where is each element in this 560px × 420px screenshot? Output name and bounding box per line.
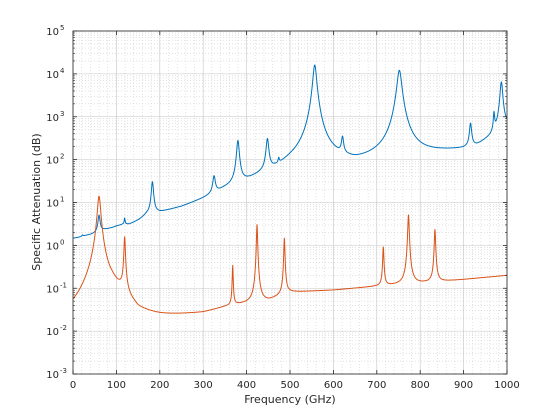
y-tick-exponent: -1: [60, 281, 67, 289]
x-tick-label: 800: [411, 380, 430, 391]
y-tick-label: 10 -3: [46, 367, 67, 381]
y-tick-base: 10: [46, 156, 59, 167]
series-line-2: [73, 195, 508, 314]
series-line-1: [73, 64, 508, 239]
x-tick-labels: 0 100 200 300 400 500 600 700 800 900 1000: [70, 380, 520, 391]
y-tick-label: 10 1: [46, 196, 64, 210]
x-tick-label: 300: [194, 380, 213, 391]
y-tick-label: 10 4: [46, 67, 65, 81]
y-tick-exponent: 4: [60, 67, 65, 75]
y-tick-exponent: 3: [60, 110, 64, 118]
x-tick-label: 1000: [494, 380, 519, 391]
y-tick-base: 10: [46, 284, 59, 295]
x-tick-label: 200: [150, 380, 169, 391]
y-tick-base: 10: [46, 113, 59, 124]
x-tick-label: 500: [280, 380, 299, 391]
y-tick-exponent: 5: [60, 24, 64, 32]
series-layer: [73, 64, 508, 314]
x-tick-label: 400: [237, 380, 256, 391]
y-tick-exponent: -2: [60, 324, 67, 332]
x-axis-label: Frequency (GHz): [244, 393, 335, 406]
y-tick-label: 10 -2: [46, 324, 67, 338]
y-tick-exponent: -3: [60, 367, 67, 375]
y-tick-label: 10 3: [46, 110, 64, 124]
y-tick-base: 10: [46, 199, 59, 210]
y-tick-exponent: 2: [60, 153, 64, 161]
y-tick-base: 10: [46, 27, 59, 38]
y-tick-base: 10: [46, 70, 59, 81]
x-tick-label: 600: [324, 380, 343, 391]
y-tick-base: 10: [46, 370, 59, 381]
y-axis-label: Specific Attenuation (dB): [30, 133, 43, 270]
y-tick-label: 10 -1: [46, 281, 67, 295]
x-tick-label: 900: [454, 380, 473, 391]
x-tick-label: 700: [367, 380, 386, 391]
y-tick-label: 10 0: [46, 238, 64, 252]
y-tick-label: 10 2: [46, 153, 64, 167]
y-tick-base: 10: [46, 327, 59, 338]
y-tick-label: 10 5: [46, 24, 64, 38]
x-tick-label: 100: [107, 380, 126, 391]
y-tick-base: 10: [46, 241, 59, 252]
y-tick-exponent: 1: [60, 196, 64, 204]
x-tick-label: 0: [70, 380, 76, 391]
axis-ticks: [72, 30, 508, 375]
y-tick-exponent: 0: [60, 238, 64, 246]
